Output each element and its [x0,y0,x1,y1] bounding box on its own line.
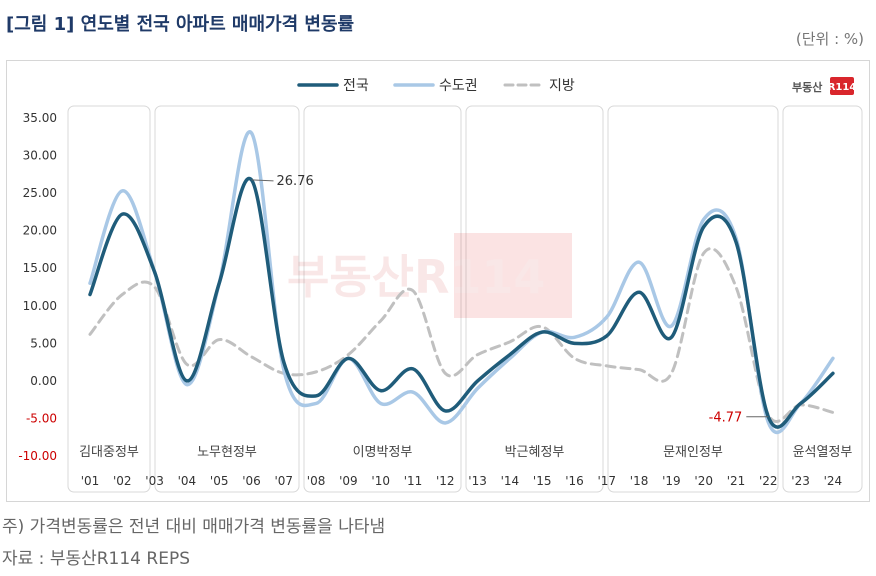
source-note: 자료 : 부동산R114 REPS [2,549,190,569]
logo-badge-text: R114 [828,82,857,93]
series-line-regional [88,247,835,423]
y-tick-label: 20.00 [23,224,57,238]
watermark: 부동산R114 [287,233,572,318]
y-tick-label: -10.00 [18,449,57,463]
logo-text: 부동산 [792,80,822,94]
callout-line [251,179,274,182]
period-label: 문재인정부 [663,445,723,460]
period-box [67,105,151,493]
period-label: 이명박정부 [353,445,413,460]
x-tick-label: '22 [759,474,778,488]
period-label: 김대중정부 [79,445,139,460]
x-tick-label: '11 [404,474,423,488]
y-tick-label: 0.00 [30,374,57,388]
unit-label: (단위 : %) [795,30,864,48]
figure-title: [그림 1] 연도별 전국 아파트 매매가격 변동률 [6,14,355,35]
y-tick-label: 10.00 [23,299,57,313]
x-tick-label: '18 [630,474,649,488]
x-tick-label: '06 [242,474,261,488]
legend-label: 전국 [343,78,369,94]
line-chart: 김대중정부 노무현정부 이명박정부 박근혜정부 문재인정부 윤석열정부부동산R11435.… [18,77,863,493]
x-tick-label: '04 [178,474,197,488]
period-label: 노무현정부 [197,445,257,460]
x-tick-label: '07 [275,474,294,488]
y-tick-label: 5.00 [30,336,57,350]
legend-label: 지방 [549,78,575,94]
chart-frame: 김대중정부 노무현정부 이명박정부 박근혜정부 문재인정부 윤석열정부 부동산R114 35.… [6,60,870,502]
watermark-text: 부동산R114 [287,250,545,304]
y-tick-label: 35.00 [23,111,57,125]
period-box [607,105,779,493]
x-tick-label: '08 [307,474,326,488]
period-box [782,105,863,493]
series-line-national [88,176,835,429]
y-tick-label: 15.00 [23,261,57,275]
x-tick-label: '02 [113,474,132,488]
x-tick-label: '13 [468,474,487,488]
annotation-label: -4.77 [709,411,743,426]
period-box [154,105,300,493]
watermark-block [454,233,572,318]
annotation-label: 26.76 [277,174,314,189]
period-label: 박근혜정부 [505,445,565,460]
footnote: 주) 가격변동률은 전년 대비 매매가격 변동률을 나타냄 [2,517,386,537]
x-tick-label: '12 [436,474,455,488]
x-tick-label: '10 [371,474,390,488]
x-tick-label: '03 [145,474,164,488]
x-tick-label: '15 [533,474,552,488]
x-tick-label: '23 [791,474,810,488]
x-tick-label: '09 [339,474,358,488]
y-tick-label: 25.00 [23,186,57,200]
y-tick-label: 30.00 [23,149,57,163]
x-tick-label: '20 [694,474,713,488]
logo-badge [830,77,854,95]
x-tick-label: '19 [662,474,681,488]
x-tick-label: '17 [598,474,617,488]
x-tick-label: '24 [824,474,843,488]
x-tick-label: '01 [81,474,100,488]
period-label: 윤석열정부 [793,445,853,460]
legend-label: 수도권 [439,78,478,94]
x-tick-label: '16 [565,474,584,488]
x-tick-label: '14 [501,474,520,488]
x-tick-label: '05 [210,474,229,488]
x-tick-label: '21 [727,474,746,488]
y-tick-label: -5.00 [26,411,57,425]
period-box [303,105,462,493]
period-box [465,105,604,493]
